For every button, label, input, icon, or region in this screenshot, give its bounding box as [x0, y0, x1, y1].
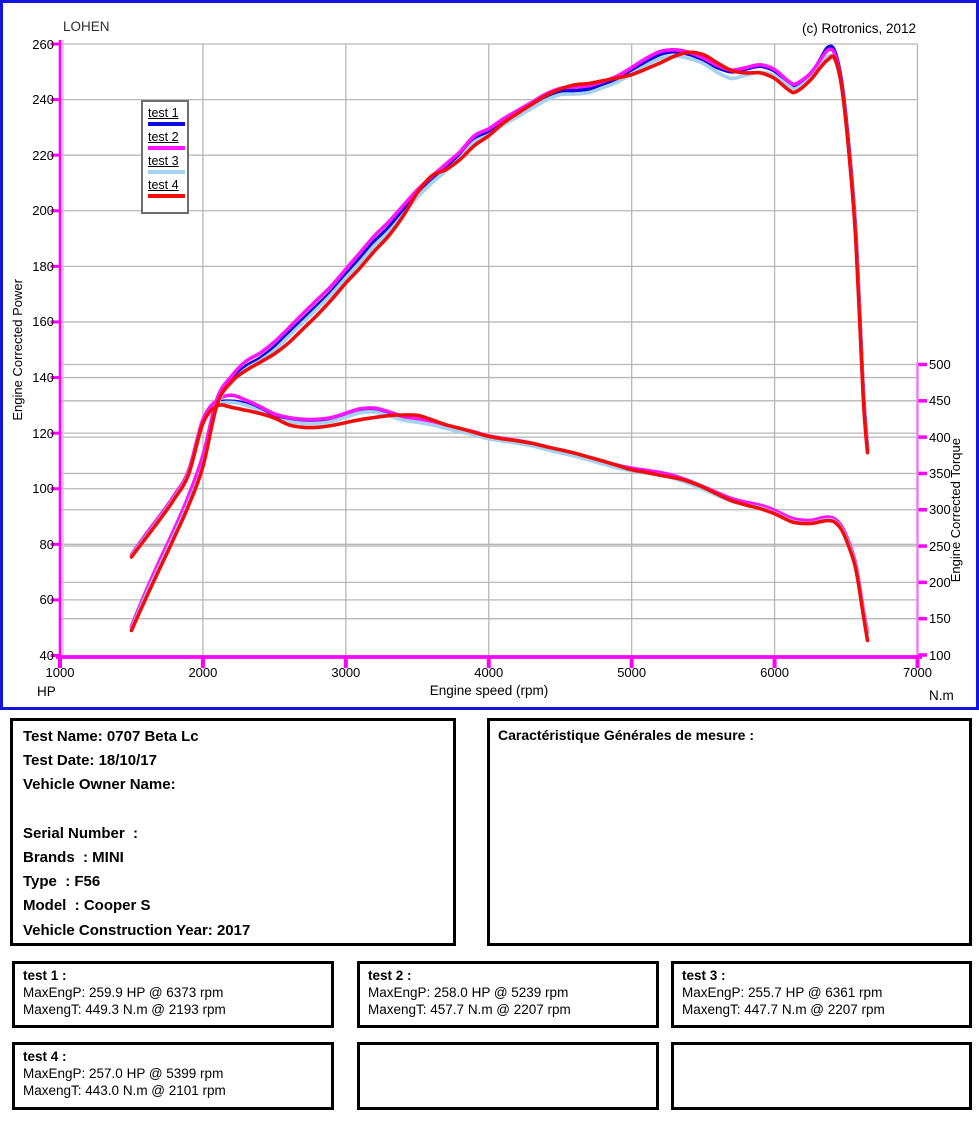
- test-box-line: MaxEngP: 258.0 HP @ 5239 rpm: [368, 985, 569, 1000]
- test-info-box: Test Name: 0707 Beta Lc Test Date: 18/10/…: [10, 718, 456, 946]
- info-line: Model : Cooper S: [23, 897, 151, 915]
- torque-tick-label: 250: [929, 538, 951, 554]
- dyno-plot: [50, 40, 927, 668]
- legend: test 1 test 2 test 3 test 4: [141, 100, 189, 214]
- torque-tick-label: 200: [929, 574, 951, 590]
- legend-label: test 1: [148, 106, 179, 120]
- y-axis-label-power: Engine Corrected Power: [8, 44, 26, 655]
- test-box-title: test 2 :: [368, 968, 412, 983]
- test-box-1: test 1 : MaxEngP: 259.9 HP @ 6373 rpm Maxe…: [12, 961, 334, 1028]
- torque-tick-label: 450: [929, 393, 951, 409]
- info-line: Brands : MINI: [23, 849, 124, 867]
- torque-tick-label: 400: [929, 429, 951, 445]
- power-curve-test-3: [129, 53, 870, 631]
- torque-tick-label: 350: [929, 465, 951, 481]
- info-line: Serial Number :: [23, 824, 139, 842]
- measure-box: Caractéristique Générales de mesure :: [487, 718, 972, 946]
- legend-swatch: [148, 122, 185, 126]
- test-box-5: [357, 1042, 659, 1110]
- y-axis-label-torque: Engine Corrected Torque: [946, 362, 964, 659]
- power-tick-label: 220: [32, 147, 54, 163]
- legend-label: test 4: [148, 178, 179, 192]
- test-box-title: test 3 :: [682, 968, 726, 983]
- measure-box-title: Caractéristique Générales de mesure :: [498, 727, 755, 743]
- test-box-line: MaxengT: 443.0 N.m @ 2101 rpm: [23, 1083, 226, 1098]
- power-tick-label: 200: [32, 203, 54, 219]
- power-tick-label: 80: [39, 536, 54, 552]
- y-axis-label-torque-text: Engine Corrected Torque: [947, 438, 963, 583]
- rpm-tick-label: 7000: [903, 665, 932, 680]
- info-line: [23, 798, 447, 822]
- torque-tick-label: 150: [929, 611, 951, 627]
- test-box-line: MaxEngP: 257.0 HP @ 5399 rpm: [23, 1066, 224, 1081]
- test-box-line: MaxEngP: 255.7 HP @ 6361 rpm: [682, 985, 883, 1000]
- power-tick-label: 260: [32, 36, 54, 52]
- chart-title: LOHEN: [63, 19, 110, 34]
- test-box-title: test 1 :: [23, 968, 67, 983]
- rpm-tick-label: 3000: [331, 665, 361, 680]
- test-box-4: test 4 : MaxEngP: 257.0 HP @ 5399 rpm Maxe…: [12, 1042, 334, 1110]
- test-box-title: test 4 :: [23, 1049, 67, 1064]
- power-curve-test-4: [129, 50, 870, 633]
- torque-tick-label: 300: [929, 502, 951, 518]
- torque-curve-test-4: [129, 403, 870, 643]
- torque-curve-test-2: [129, 393, 870, 634]
- rpm-tick-label: 1000: [45, 665, 75, 680]
- torque-tick-label: 500: [929, 357, 951, 372]
- rpm-tick-label: 6000: [760, 665, 790, 680]
- power-unit-label: HP: [37, 684, 56, 699]
- power-tick-label: 180: [32, 258, 54, 274]
- y-axis-label-power-text: Engine Corrected Power: [9, 278, 25, 421]
- power-tick-label: 140: [32, 370, 54, 386]
- legend-item-test-4[interactable]: test 4: [148, 178, 187, 198]
- power-curve-test-2: [129, 47, 870, 629]
- legend-label: test 2: [148, 130, 179, 144]
- legend-swatch: [148, 170, 185, 174]
- power-tick-label: 160: [32, 314, 54, 330]
- legend-item-test-1[interactable]: test 1: [148, 106, 187, 126]
- info-line: Test Date: 18/10/17: [23, 752, 157, 770]
- x-axis-label: Engine speed (rpm): [429, 683, 549, 698]
- power-tick-label: 240: [32, 92, 54, 108]
- legend-item-test-3[interactable]: test 3: [148, 154, 187, 174]
- power-curve-test-1: [129, 44, 870, 630]
- test-box-line: MaxEngP: 259.9 HP @ 6373 rpm: [23, 985, 224, 1000]
- test-box-line: MaxengT: 457.7 N.m @ 2207 rpm: [368, 1002, 571, 1017]
- test-box-6: [671, 1042, 972, 1110]
- rpm-tick-label: 5000: [617, 665, 647, 680]
- test-box-2: test 2 : MaxEngP: 258.0 HP @ 5239 rpm Maxe…: [357, 961, 659, 1028]
- legend-label: test 3: [148, 154, 179, 168]
- power-tick-label: 60: [39, 592, 54, 608]
- torque-unit-label: N.m: [929, 688, 954, 703]
- copyright-label: (c) Rotronics, 2012: [801, 21, 916, 36]
- torque-curve-test-1: [129, 399, 870, 635]
- power-tick-label: 40: [39, 648, 54, 663]
- test-box-3: test 3 : MaxEngP: 255.7 HP @ 6361 rpm Maxe…: [671, 961, 972, 1028]
- test-box-line: MaxengT: 447.7 N.m @ 2207 rpm: [682, 1002, 885, 1017]
- rpm-tick-label: 4000: [474, 665, 504, 680]
- legend-swatch: [148, 146, 185, 150]
- info-line: Test Name: 0707 Beta Lc: [23, 728, 199, 745]
- info-line: Vehicle Construction Year: 2017: [23, 921, 251, 939]
- test-box-line: MaxengT: 449.3 N.m @ 2193 rpm: [23, 1002, 226, 1017]
- power-tick-label: 100: [32, 481, 54, 497]
- legend-swatch: [148, 194, 185, 198]
- torque-tick-label: 100: [929, 647, 951, 663]
- legend-item-test-2[interactable]: test 2: [148, 130, 187, 150]
- rpm-tick-label: 2000: [188, 665, 218, 680]
- info-line: Vehicle Owner Name:: [23, 776, 176, 794]
- info-line: Type : F56: [23, 873, 101, 891]
- power-tick-label: 120: [32, 425, 54, 441]
